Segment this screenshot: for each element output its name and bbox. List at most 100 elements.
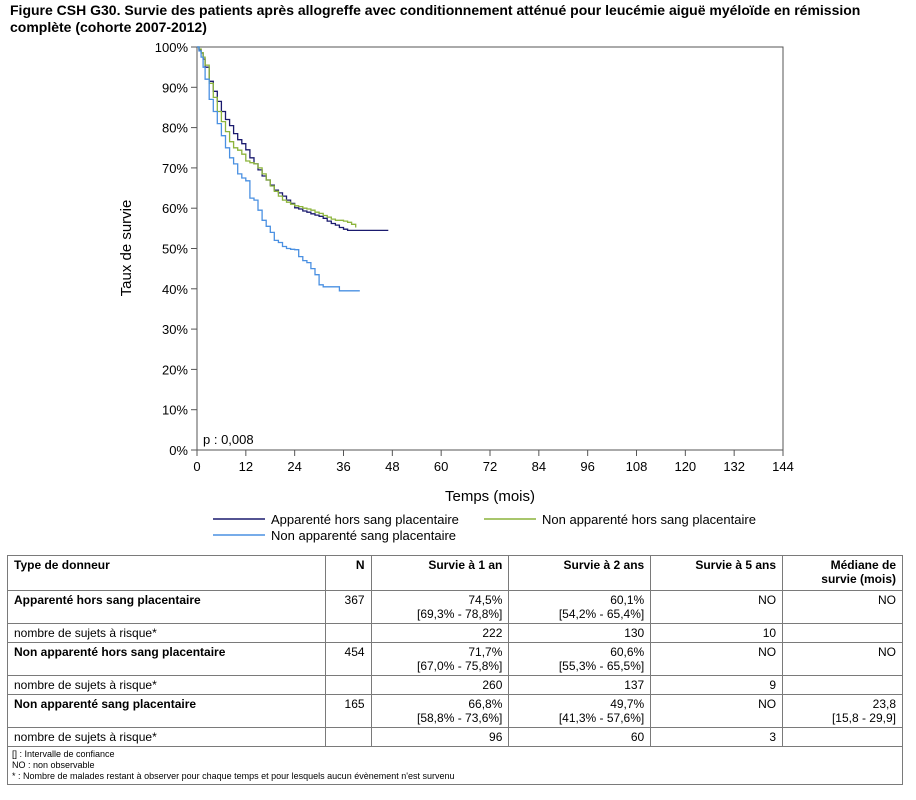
y-tick-label: 40%	[162, 282, 188, 297]
row-survival-5y: NO	[650, 590, 784, 624]
risk-label: nombre de sujets à risque*	[7, 623, 326, 643]
row-n: 165	[324, 694, 372, 728]
risk-1y: 222	[370, 623, 510, 643]
row-survival-2y: 60,6% [55,3% - 65,5%]	[508, 642, 652, 676]
y-tick-label: 0%	[169, 443, 188, 458]
table-row: Non apparenté sang placentaire 165 66,8%…	[7, 694, 903, 728]
legend: Apparenté hors sang placentaire Non appar…	[213, 512, 756, 543]
note-not-observable: NO : non observable	[12, 760, 95, 770]
x-tick-label: 48	[385, 459, 399, 474]
y-tick-label: 20%	[162, 362, 188, 377]
row-donor-type: Non apparenté hors sang placentaire	[7, 642, 326, 676]
row-median: 23,8 [15,8 - 29,9]	[782, 694, 903, 728]
row-donor-type: Non apparenté sang placentaire	[7, 694, 326, 728]
row-n: 454	[324, 642, 372, 676]
x-tick-label: 132	[723, 459, 745, 474]
row-survival-1y: 71,7% [67,0% - 75,8%]	[370, 642, 510, 676]
table-row: Non apparenté hors sang placentaire 454 …	[7, 642, 903, 676]
note-at-risk: * : Nombre de malades restant à observer…	[12, 771, 455, 781]
risk-n-empty	[324, 623, 372, 643]
x-axis: 0 12 24 36 48 60 72 84 96 108 120 132 144	[193, 450, 794, 474]
risk-2y: 137	[508, 675, 652, 695]
risk-1y: 96	[370, 727, 510, 747]
risk-5y: 9	[650, 675, 784, 695]
row-donor-type: Apparenté hors sang placentaire	[7, 590, 326, 624]
confidence-interval: [54,2% - 65,4%]	[558, 607, 645, 621]
row-survival-1y: 74,5% [69,3% - 78,8%]	[370, 590, 510, 624]
median-ci: [15,8 - 29,9]	[831, 711, 896, 725]
survival-value: 66,8%	[468, 697, 503, 711]
legend-label: Non apparenté hors sang placentaire	[542, 512, 756, 527]
x-tick-label: 60	[434, 459, 448, 474]
risk-label: nombre de sujets à risque*	[7, 727, 326, 747]
x-tick-label: 84	[532, 459, 546, 474]
plot-frame	[196, 46, 784, 451]
x-tick-label: 144	[772, 459, 794, 474]
table-header-row: Type de donneur N Survie à 1 an Survie à…	[7, 555, 903, 591]
x-tick-label: 0	[193, 459, 200, 474]
risk-median-empty	[782, 623, 903, 643]
header-survival-1y: Survie à 1 an	[370, 555, 510, 591]
row-survival-2y: 49,7% [41,3% - 57,6%]	[508, 694, 652, 728]
confidence-interval: [58,8% - 73,6%]	[417, 711, 503, 725]
survival-value: 74,5%	[468, 593, 503, 607]
confidence-interval: [41,3% - 57,6%]	[558, 711, 645, 725]
risk-5y: 10	[650, 623, 784, 643]
notes-row: [] : Intervalle de confiance NO : non ob…	[7, 746, 903, 785]
row-median: NO	[782, 590, 903, 624]
survival-chart: 0% 10% 20% 30% 40% 50% 60% 70% 80% 90% 100% 0 12 24 3…	[118, 40, 794, 543]
series-line-2	[197, 46, 357, 228]
legend-label: Apparenté hors sang placentaire	[271, 512, 459, 527]
y-tick-label: 100%	[155, 40, 189, 55]
row-survival-5y: NO	[650, 642, 784, 676]
median-value: NO	[878, 645, 896, 659]
risk-n-empty	[324, 675, 372, 695]
header-n: N	[324, 555, 372, 591]
series-line-3	[197, 46, 360, 292]
survival-value: 60,6%	[610, 645, 645, 659]
p-value-annotation: p : 0,008	[203, 432, 254, 447]
risk-5y: 3	[650, 727, 784, 747]
table-row: Apparenté hors sang placentaire 367 74,5…	[7, 590, 903, 624]
row-survival-1y: 66,8% [58,8% - 73,6%]	[370, 694, 510, 728]
table-row: nombre de sujets à risque* 96 60 3	[7, 727, 903, 747]
risk-2y: 60	[508, 727, 652, 747]
header-survival-2y: Survie à 2 ans	[508, 555, 652, 591]
row-survival-5y: NO	[650, 694, 784, 728]
survival-table: Type de donneur N Survie à 1 an Survie à…	[7, 555, 903, 785]
confidence-interval: [67,0% - 75,8%]	[417, 659, 503, 673]
survival-value: 49,7%	[610, 697, 645, 711]
legend-label: Non apparenté sang placentaire	[271, 528, 456, 543]
risk-1y: 260	[370, 675, 510, 695]
confidence-interval: [55,3% - 65,5%]	[558, 659, 645, 673]
y-tick-label: 90%	[162, 80, 188, 95]
survival-value: 71,7%	[468, 645, 503, 659]
table-row: nombre de sujets à risque* 260 137 9	[7, 675, 903, 695]
x-tick-label: 12	[239, 459, 253, 474]
row-median: NO	[782, 642, 903, 676]
x-tick-label: 96	[580, 459, 594, 474]
y-tick-label: 50%	[162, 242, 188, 257]
header-median: Médiane de survie (mois)	[782, 555, 903, 591]
x-axis-title: Temps (mois)	[445, 488, 535, 505]
y-tick-label: 30%	[162, 322, 188, 337]
median-value: 23,8	[872, 697, 896, 711]
header-median-line1: Médiane de	[830, 558, 896, 572]
header-survival-5y: Survie à 5 ans	[650, 555, 784, 591]
y-axis: 0% 10% 20% 30% 40% 50% 60% 70% 80% 90% 100%	[155, 40, 197, 458]
y-tick-label: 80%	[162, 121, 188, 136]
risk-n-empty	[324, 727, 372, 747]
note-confidence-interval: [] : Intervalle de confiance	[12, 749, 115, 759]
row-n: 367	[324, 590, 372, 624]
figure-title: Figure CSH G30. Survie des patients aprè…	[10, 2, 861, 35]
table-row: nombre de sujets à risque* 222 130 10	[7, 623, 903, 643]
risk-median-empty	[782, 727, 903, 747]
x-tick-label: 36	[336, 459, 350, 474]
y-tick-label: 10%	[162, 403, 188, 418]
header-donor-type: Type de donneur	[7, 555, 326, 591]
x-tick-label: 108	[626, 459, 648, 474]
risk-median-empty	[782, 675, 903, 695]
x-tick-label: 72	[483, 459, 497, 474]
table-notes: [] : Intervalle de confiance NO : non ob…	[7, 746, 903, 785]
survival-value: 60,1%	[610, 593, 645, 607]
